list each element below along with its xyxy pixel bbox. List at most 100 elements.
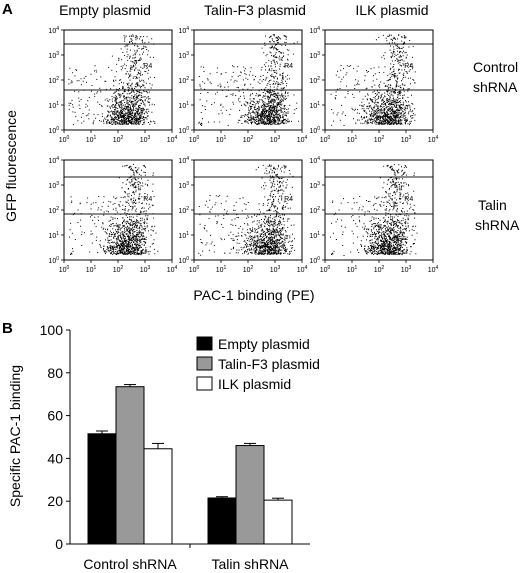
legend-swatch (196, 376, 213, 391)
y-tick-label: 60 (47, 408, 63, 424)
y-tick-label: 102 (178, 206, 189, 215)
legend-swatch (196, 336, 213, 351)
x-tick-label: 100 (59, 265, 70, 274)
scatter-dots (69, 164, 159, 256)
y-tick-label: 100 (48, 256, 59, 265)
bar-2-3 (263, 499, 293, 545)
y-tick-label: 103 (48, 181, 59, 190)
legend-label: ILK plasmid (218, 376, 291, 392)
x-tick-label: 102 (113, 135, 124, 144)
x-tick-label: 101 (347, 135, 358, 144)
x-tick-label: 103 (140, 135, 151, 144)
x-tick-label: 102 (113, 265, 124, 274)
scatter-dots (330, 164, 418, 256)
dot-plots: 100100101101102102103103104104R410010010… (48, 26, 438, 274)
plot-frame (324, 29, 434, 131)
x-axis-label-pac1: PAC-1 binding (PE) (193, 287, 314, 303)
y-tick-label: 103 (178, 51, 189, 60)
gate-r4 (324, 43, 434, 91)
y-axis-label-gfp: GFP fluorescence (3, 110, 19, 222)
category-label: Talin shRNA (211, 556, 289, 572)
gate-r4-label: R4 (284, 63, 293, 70)
y-tick-label: 80 (47, 365, 63, 381)
gate-r4 (193, 176, 303, 215)
y-tick-label: 40 (47, 450, 63, 466)
y-tick-label: 104 (309, 156, 320, 165)
row-title-talin-line1: Talin (478, 197, 507, 213)
y-tick-label: 104 (309, 26, 320, 35)
bar-y-axis-label: Specific PAC-1 binding (7, 365, 23, 507)
y-tick-label: 104 (178, 26, 189, 35)
x-tick-label: 104 (297, 135, 308, 144)
y-tick-label: 102 (178, 76, 189, 85)
bar-1-3 (143, 448, 173, 545)
y-tick-label: 101 (309, 101, 320, 110)
bar-2-1 (207, 497, 237, 545)
y-tick-label: 20 (47, 493, 63, 509)
legend-label: Talin-F3 plasmid (218, 356, 320, 372)
legend-swatch (196, 356, 213, 371)
x-tick-label: 101 (86, 265, 97, 274)
x-tick-label: 103 (401, 135, 412, 144)
gate-r4 (63, 176, 173, 215)
panel-a-label: A (2, 1, 13, 18)
row-title-control-line1: Control (473, 59, 518, 75)
x-tick-label: 103 (140, 265, 151, 274)
scatter-dots (198, 164, 296, 256)
x-tick-label: 100 (320, 135, 331, 144)
x-tick-label: 100 (189, 265, 200, 274)
y-tick-label: 100 (178, 256, 189, 265)
plot-frame (63, 29, 173, 131)
y-tick-label: 102 (48, 76, 59, 85)
gate-r4 (63, 43, 173, 91)
panel-b-label: B (2, 320, 13, 337)
col-title-empty: Empty plasmid (59, 2, 151, 18)
y-tick-label: 102 (309, 206, 320, 215)
x-tick-label: 104 (428, 265, 439, 274)
x-tick-label: 102 (374, 135, 385, 144)
x-tick-label: 104 (167, 135, 178, 144)
y-tick-label: 101 (178, 101, 189, 110)
gate-r4-label: R4 (284, 196, 293, 203)
y-tick-label: 102 (309, 76, 320, 85)
bar-1-1 (87, 433, 117, 545)
row-title-talin-line2: shRNA (475, 217, 520, 233)
y-tick-label: 103 (48, 51, 59, 60)
scatter-dots (198, 34, 300, 126)
gate-r4-label: R4 (404, 196, 413, 203)
y-tick-label: 101 (48, 101, 59, 110)
gate-r4 (324, 176, 434, 215)
y-tick-label: 100 (40, 322, 64, 338)
x-tick-label: 100 (320, 265, 331, 274)
y-tick-label: 102 (48, 206, 59, 215)
y-tick-label: 100 (48, 126, 59, 135)
y-tick-label: 104 (48, 26, 59, 35)
scatter-dots (330, 34, 416, 126)
row-title-control-line2: shRNA (473, 79, 518, 95)
y-tick-label: 101 (48, 231, 59, 240)
x-tick-label: 104 (428, 135, 439, 144)
y-tick-label: 103 (178, 181, 189, 190)
y-tick-label: 0 (55, 536, 63, 552)
x-tick-label: 103 (270, 265, 281, 274)
bar-chart: 0 20 40 60 80 100 Control shRNA Talin shRNA Empt… (40, 322, 320, 572)
y-tick-label: 103 (309, 181, 320, 190)
y-tick-label: 103 (309, 51, 320, 60)
gate-r4-label: R4 (404, 63, 413, 70)
y-tick-label: 101 (178, 231, 189, 240)
bar-2-2 (235, 445, 265, 545)
col-title-ilk: ILK plasmid (355, 2, 428, 18)
x-tick-label: 104 (297, 265, 308, 274)
x-tick-label: 103 (270, 135, 281, 144)
x-tick-label: 101 (86, 135, 97, 144)
x-tick-label: 102 (243, 265, 254, 274)
col-title-talin-f3: Talin-F3 plasmid (204, 2, 306, 18)
gate-r4-label: R4 (143, 196, 152, 203)
x-tick-label: 100 (189, 135, 200, 144)
